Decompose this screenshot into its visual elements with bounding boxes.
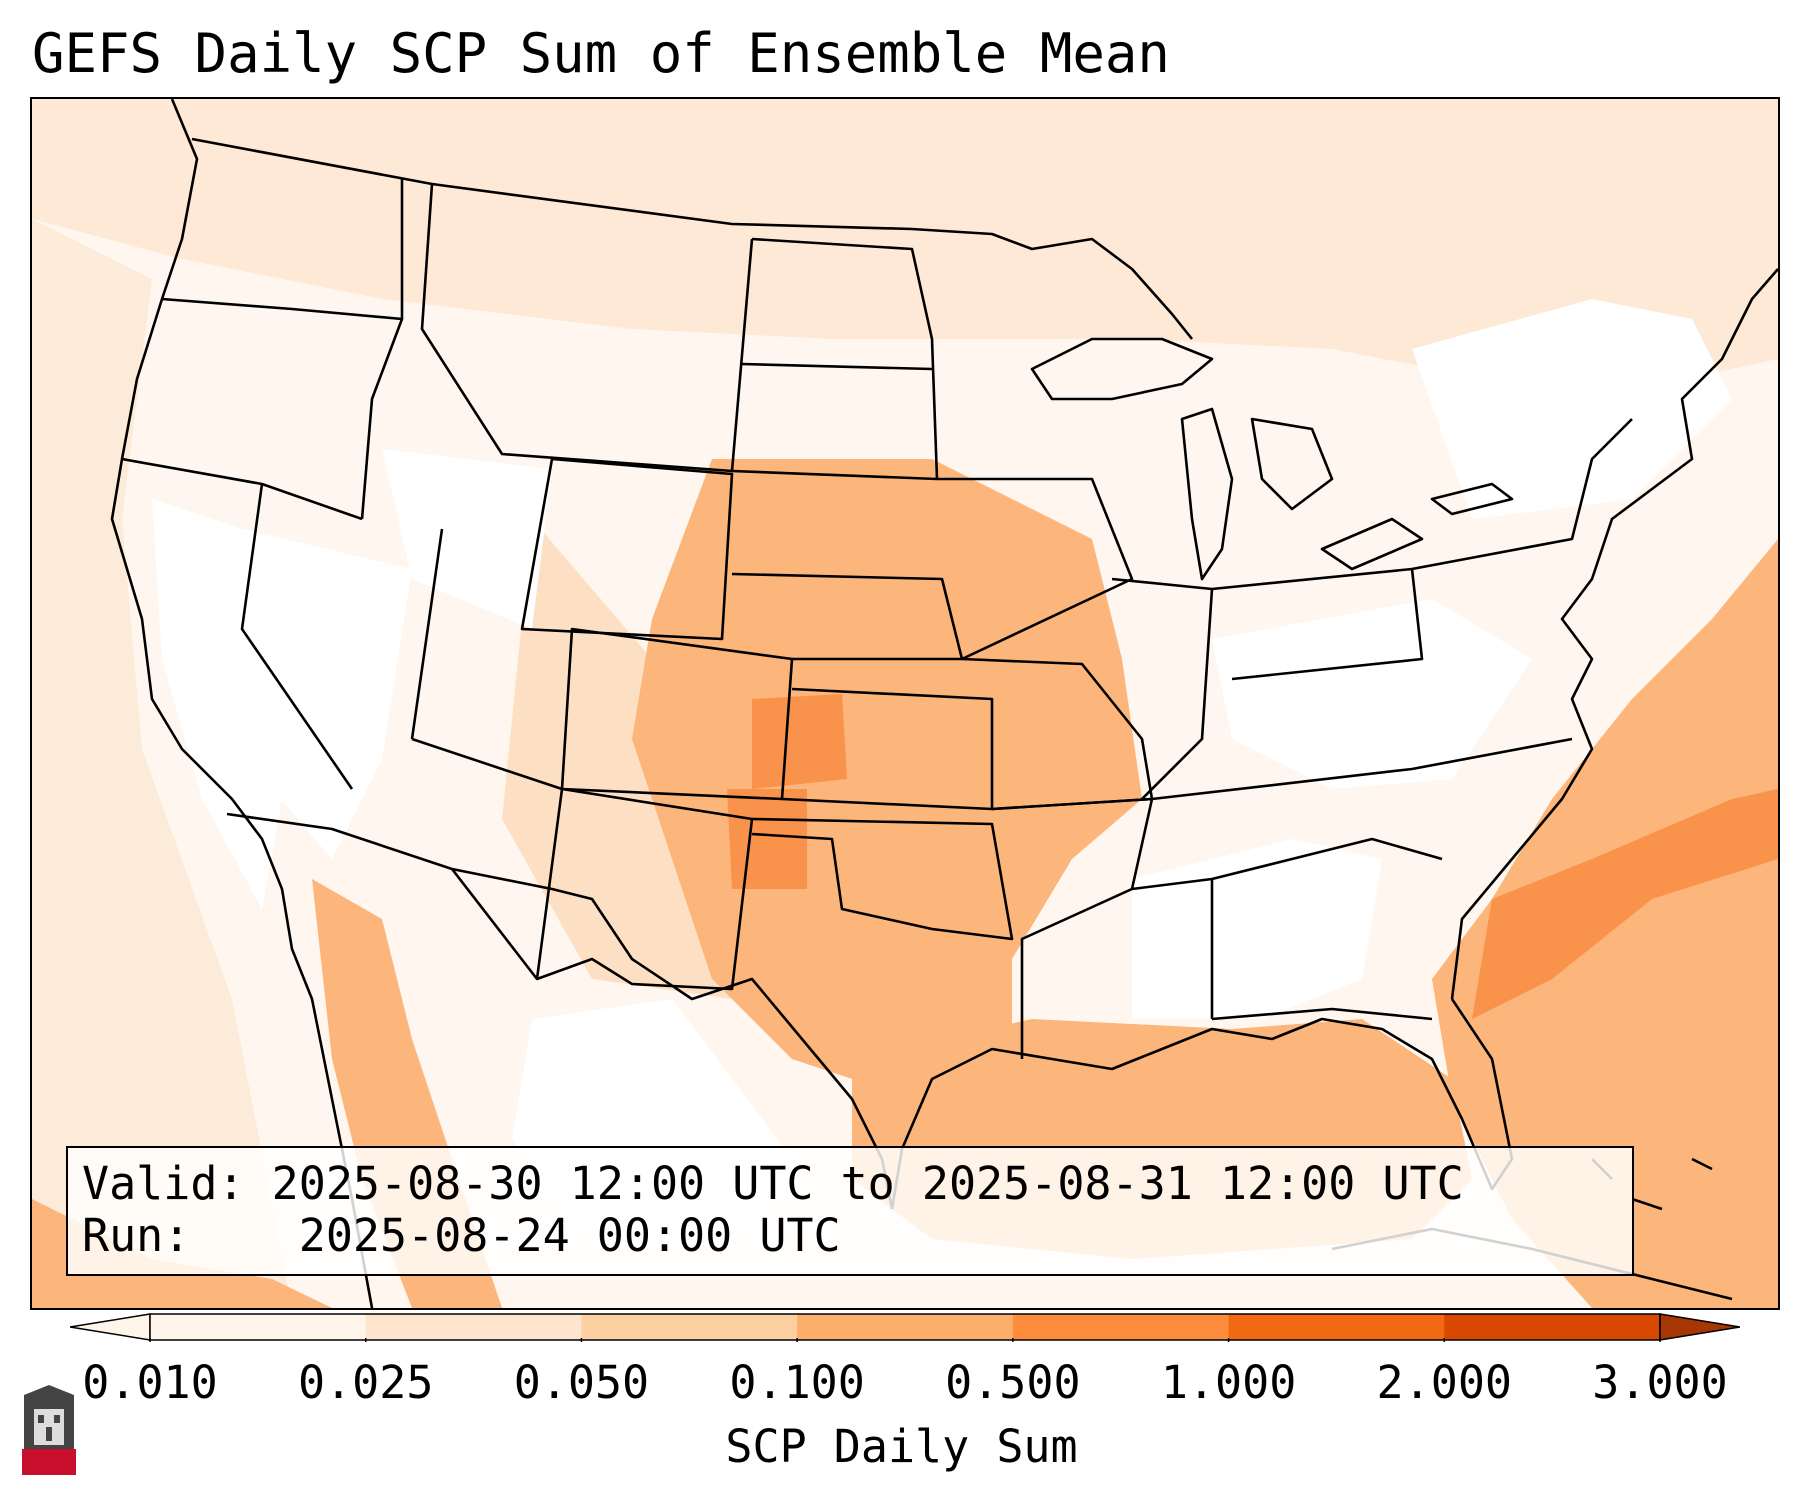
colorbar-tick-label: 0.100: [729, 1356, 865, 1409]
dry-northeast: [1412, 299, 1732, 519]
state-line-mn-ia: [937, 477, 1134, 661]
shade-peak-kansas: [752, 694, 847, 789]
state-line-ny-ne: [1411, 418, 1633, 571]
valid-value: 2025-08-30 12:00 UTC to 2025-08-31 12:00…: [271, 1157, 1464, 1210]
colorbar-bin-4: [1012, 1314, 1230, 1340]
state-line-wa-or: [161, 297, 403, 321]
lake-michigan: [1180, 407, 1234, 581]
colorbar-tick-label: 2.000: [1376, 1356, 1513, 1409]
lake-erie: [1320, 517, 1424, 571]
state-line-wy: [520, 457, 734, 641]
state-line-tn-nc: [1151, 737, 1573, 801]
shade-peak-atlantic: [1472, 789, 1778, 1019]
colorbar-bin-5: [1228, 1314, 1445, 1340]
colorbar-bin-0: [150, 1314, 367, 1340]
valid-run-info-box: Valid: 2025-08-30 12:00 UTC to 2025-08-3…: [66, 1146, 1634, 1276]
run-value: 2025-08-24 00:00 UTC: [298, 1209, 841, 1262]
colorbar-tick-label: 1.000: [1160, 1356, 1297, 1409]
canada-border: [191, 137, 1194, 340]
valid-row: Valid: 2025-08-30 12:00 UTC to 2025-08-3…: [82, 1158, 1618, 1210]
state-line-nm: [536, 787, 754, 991]
map-panel: [30, 97, 1780, 1310]
state-line-ne: [731, 572, 964, 661]
state-line-ks: [781, 687, 994, 811]
colorbar-tick-label: 0.500: [945, 1356, 1081, 1409]
lake-ontario: [1430, 482, 1514, 516]
state-line-idaho: [360, 179, 404, 520]
colorbar-bin-2: [581, 1314, 798, 1340]
shade-peak-panhandle: [727, 789, 807, 889]
map-title: GEFS Daily SCP Sum of Ensemble Mean: [32, 22, 1170, 85]
state-line-nd-sd: [741, 362, 933, 371]
run-row: Run: 2025-08-24 00:00 UTC: [82, 1210, 1618, 1262]
state-line-dakotas: [731, 237, 939, 481]
niu-logo: [22, 1385, 76, 1475]
colorbar: [70, 1313, 1740, 1342]
colorbar-tick-label: 3.000: [1592, 1356, 1728, 1409]
dry-ohio-valley: [1212, 599, 1532, 789]
shade-southwest-tail: [32, 1199, 332, 1308]
colorbar-outline: [149, 1313, 1661, 1341]
colorbar-tick-label: 0.050: [513, 1356, 650, 1409]
atlantic-coast: [1450, 268, 1778, 1000]
colorbar-tick-label: 0.010: [82, 1356, 218, 1409]
state-line-az: [411, 737, 564, 981]
colorbar-bin-6: [1444, 1314, 1661, 1340]
state-line-ms-al-ga: [1131, 837, 1443, 891]
colorbar-label: SCP Daily Sum: [725, 1420, 1078, 1473]
lake-huron: [1250, 417, 1334, 511]
dry-great-basin: [382, 449, 552, 629]
state-line-oh-pa: [1211, 567, 1424, 681]
boundaries: [110, 99, 1778, 1308]
run-label: Run:: [82, 1209, 191, 1262]
valid-label: Valid:: [82, 1157, 245, 1210]
state-line-ok: [751, 817, 1014, 941]
colorbar-extend-high: [1659, 1313, 1740, 1341]
state-line-ga-fl: [1211, 1007, 1433, 1021]
dry-southeast: [1132, 839, 1382, 1019]
state-line-il-in: [1111, 577, 1214, 800]
state-line-montana: [420, 183, 754, 473]
colorbar-bin-1: [365, 1314, 582, 1340]
colorbar-tick-label: 0.025: [297, 1356, 434, 1409]
lake-superior: [1030, 337, 1214, 401]
state-line-ca-nv: [240, 483, 354, 790]
scp-map: [32, 99, 1778, 1308]
us-mexico-border: [226, 812, 894, 1210]
state-line-nv-ut: [410, 528, 444, 740]
colorbar-bin-3: [797, 1314, 1014, 1340]
dry-nevada: [232, 529, 412, 859]
shade-west-coast-ocean: [32, 219, 292, 1308]
shade-rockies: [502, 519, 732, 999]
colorbar-extend-low: [70, 1313, 151, 1341]
dry-california: [152, 499, 282, 909]
shade-plains: [632, 459, 1142, 1099]
